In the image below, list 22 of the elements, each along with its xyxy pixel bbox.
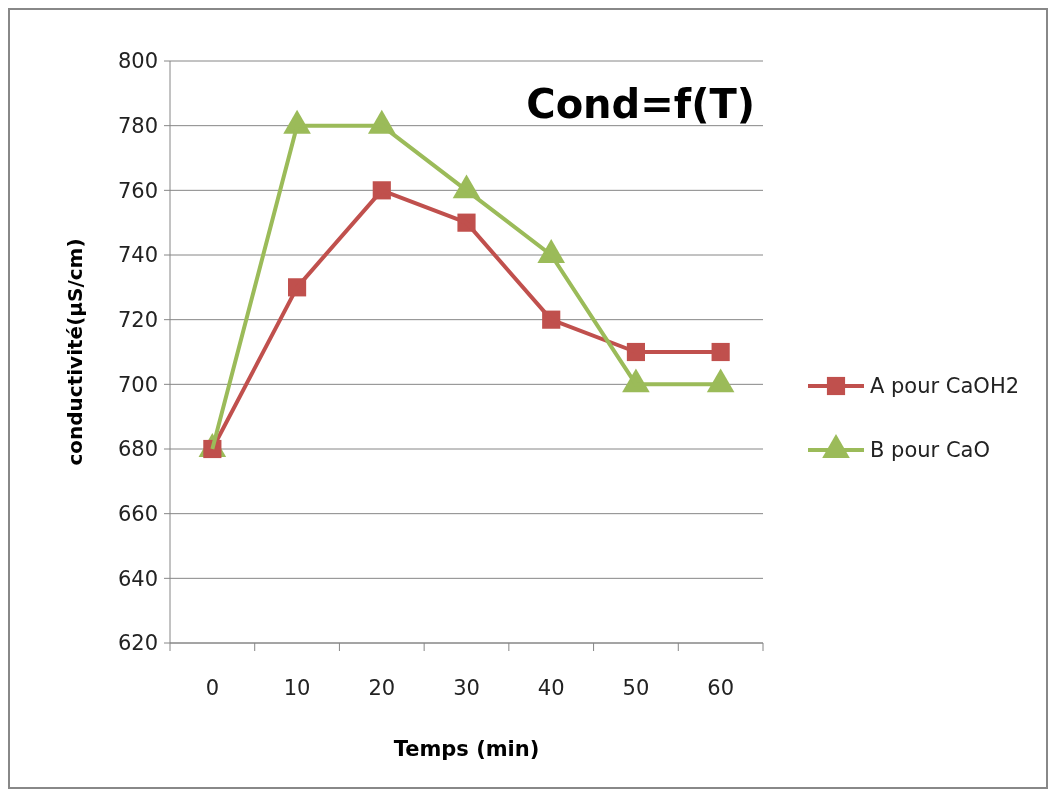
y-axis-title: conductivité(µS/cm)	[63, 238, 87, 466]
legend-label: A pour CaOH2	[870, 374, 1020, 399]
text: Cond=f(T)	[526, 81, 755, 127]
x-tick-label: 20	[368, 676, 396, 700]
y-tick-label: 620	[117, 631, 158, 656]
legend-label: B pour CaO	[870, 438, 990, 463]
x-tick-label: 0	[205, 676, 220, 700]
y-tick-label: 700	[117, 372, 158, 397]
y-tick-label: 780	[117, 114, 158, 139]
y-tick-label: 640	[117, 566, 158, 591]
x-axis-title: Temps (min)	[393, 737, 540, 761]
y-tick-label: 660	[117, 502, 158, 527]
y-tick-label: 720	[117, 308, 158, 333]
y-tick-label: 740	[117, 243, 158, 268]
x-tick-label: 40	[537, 676, 565, 700]
x-tick-label: 50	[622, 676, 650, 700]
y-tick-label: 800	[117, 49, 158, 74]
x-tick-label: 60	[707, 676, 735, 700]
x-tick-label: 10	[283, 676, 311, 700]
x-tick-label: 30	[453, 676, 480, 700]
y-tick-label: 760	[117, 178, 158, 203]
y-tick-label: 680	[117, 437, 158, 462]
